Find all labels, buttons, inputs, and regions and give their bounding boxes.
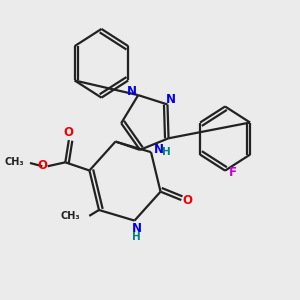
Text: H: H — [162, 146, 171, 157]
Text: O: O — [37, 159, 47, 172]
Text: CH₃: CH₃ — [4, 157, 24, 167]
Text: O: O — [183, 194, 193, 207]
Text: F: F — [229, 166, 237, 179]
Text: N: N — [127, 85, 137, 98]
Text: N: N — [132, 222, 142, 235]
Text: CH₃: CH₃ — [61, 211, 80, 221]
Text: H: H — [133, 232, 141, 242]
Text: N: N — [165, 93, 176, 106]
Text: O: O — [64, 126, 74, 140]
Text: N: N — [153, 143, 164, 156]
